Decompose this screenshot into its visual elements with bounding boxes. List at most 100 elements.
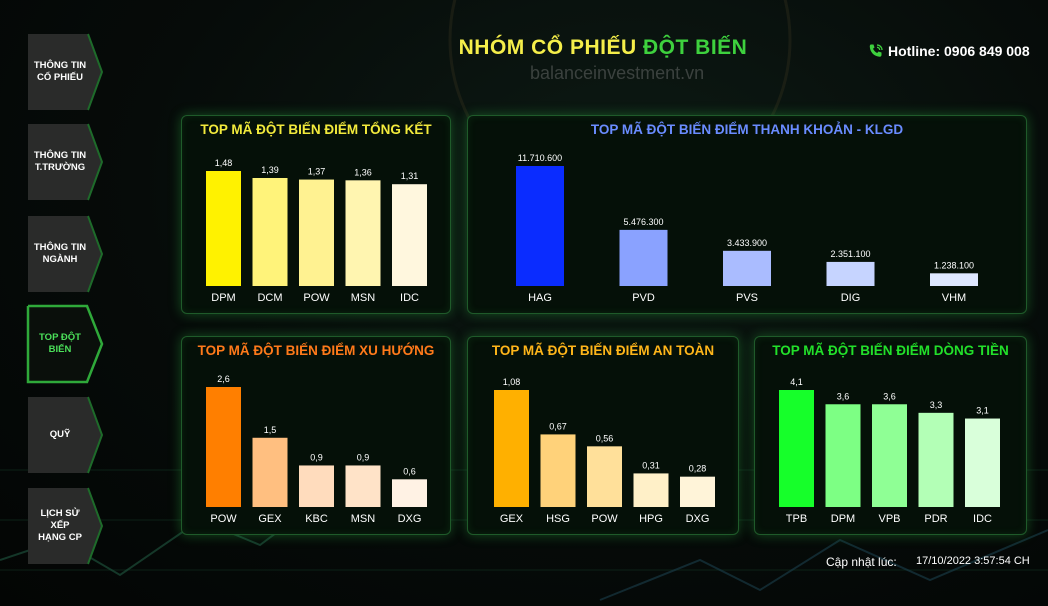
bar-chart: 4,1 TPB 3,6 DPM 3,6 VPB 3,3 PDR 3,1 IDC	[779, 377, 1000, 525]
sidebar-item-label: THÔNG TIN T.TRƯỜNG	[33, 150, 87, 173]
category-tick-label: PVS	[736, 292, 758, 304]
bar-idc[interactable]	[965, 418, 1000, 507]
category-tick-label: DPM	[831, 513, 855, 525]
data-label: 0,56	[596, 433, 614, 443]
data-label: 1,39	[261, 165, 279, 175]
bar-pdr[interactable]	[918, 412, 954, 507]
data-label: 3,6	[837, 391, 850, 401]
data-label: 0,67	[549, 421, 567, 431]
category-tick-label: DPM	[211, 292, 235, 304]
category-tick-label: DCM	[257, 292, 282, 304]
category-tick-label: IDC	[400, 292, 419, 304]
bar-msn[interactable]	[345, 180, 381, 286]
category-tick-label: GEX	[500, 513, 524, 525]
bar-dcm[interactable]	[252, 177, 288, 286]
sidebar-item-top-dot-bien[interactable]: TOP ĐỘT BIẾN	[28, 306, 102, 382]
category-tick-label: MSN	[351, 292, 376, 304]
updated-timestamp: 17/10/2022 3:57:54 CH	[916, 555, 1030, 567]
data-label: 4,1	[790, 377, 803, 387]
data-label: 1.238.100	[934, 260, 974, 270]
page-title-part1: NHÓM CỔ PHIẾU	[458, 36, 637, 59]
sidebar-item-label: TOP ĐỘT BIẾN	[39, 332, 81, 355]
bar-vhm[interactable]	[930, 273, 978, 286]
data-label: 0,9	[310, 452, 323, 462]
bar-dig[interactable]	[826, 261, 875, 286]
data-label: 0,6	[403, 466, 416, 476]
data-label: 1,37	[308, 167, 326, 177]
data-label: 1,5	[264, 425, 277, 435]
bar-pow[interactable]	[587, 446, 622, 507]
sidebar-item-lich-su-xep-hang[interactable]: LỊCH SỬ XẾP HẠNG CP	[28, 488, 102, 564]
sidebar-item-quy[interactable]: QUỸ	[28, 397, 102, 473]
page-title: NHÓM CỔ PHIẾU ĐỘT BIẾN	[0, 36, 1048, 60]
data-label: 1,31	[401, 171, 419, 181]
sidebar-item-thong-tin-nganh[interactable]: THÔNG TIN NGÀNH	[28, 216, 102, 292]
category-tick-label: TPB	[786, 513, 807, 525]
chart-title: TOP MÃ ĐỘT BIẾN ĐIỂM TỔNG KẾT	[200, 122, 432, 137]
category-tick-label: MSN	[351, 513, 376, 525]
data-label: 11.710.600	[518, 153, 562, 163]
chart-panel-tong-ket: TOP MÃ ĐỘT BIẾN ĐIỂM TỔNG KẾT 1,48 DPM 1,3…	[181, 115, 451, 314]
bar-hag[interactable]	[516, 166, 564, 286]
bar-chart: 1,08 GEX 0,67 HSG 0,56 POW 0,31 HPG 0,28 DXG	[494, 377, 715, 525]
data-label: 2.351.100	[830, 249, 870, 259]
page-title-part2: ĐỘT BIẾN	[643, 36, 748, 59]
sidebar-item-label: THÔNG TIN NGÀNH	[33, 242, 87, 265]
sidebar-item-label: THÔNG TIN CỔ PHIẾU	[33, 60, 87, 83]
data-label: 3,6	[883, 391, 896, 401]
category-tick-label: POW	[591, 513, 618, 525]
data-label: 0,31	[642, 460, 660, 470]
chart-title: TOP MÃ ĐỘT BIẾN ĐIỂM DÒNG TIỀN	[772, 343, 1009, 358]
sidebar-item-thong-tin-thi-truong[interactable]: THÔNG TIN T.TRƯỜNG	[28, 124, 102, 200]
bar-dxg[interactable]	[680, 476, 715, 507]
category-tick-label: DIG	[841, 292, 861, 304]
bar-pow[interactable]	[299, 179, 334, 286]
category-tick-label: GEX	[258, 513, 282, 525]
bar-gex[interactable]	[494, 390, 529, 507]
data-label: 5.476.300	[623, 217, 663, 227]
data-label: 1,08	[503, 377, 521, 387]
bar-pvs[interactable]	[723, 250, 771, 286]
bar-idc[interactable]	[392, 184, 427, 286]
bar-vpb[interactable]	[872, 404, 907, 507]
bar-pow[interactable]	[206, 387, 241, 507]
bar-msn[interactable]	[345, 465, 381, 507]
bar-chart: 11.710.600 HAG 5.476.300 PVD 3.433.900 PVS 2.3…	[516, 153, 978, 304]
data-label: 1,36	[354, 167, 372, 177]
data-label: 3,1	[976, 406, 989, 416]
phone-icon	[869, 44, 883, 57]
bar-chart: 1,48 DPM 1,39 DCM 1,37 POW 1,36 MSN 1,31 IDC	[206, 158, 427, 304]
category-tick-label: PDR	[924, 513, 947, 525]
bar-chart: 2,6 POW 1,5 GEX 0,9 KBC 0,9 MSN 0,6 DXG	[206, 374, 427, 525]
sidebar-item-label: LỊCH SỬ XẾP HẠNG CP	[38, 508, 82, 543]
category-tick-label: VHM	[942, 292, 966, 304]
bar-dpm[interactable]	[206, 171, 241, 286]
bar-tpb[interactable]	[779, 390, 814, 507]
category-tick-label: VPB	[878, 513, 900, 525]
hotline-text: Hotline: 0906 849 008	[888, 43, 1030, 59]
data-label: 1,48	[215, 158, 233, 168]
category-tick-label: HPG	[639, 513, 663, 525]
chart-title: TOP MÃ ĐỘT BIẾN ĐIỂM AN TOÀN	[491, 343, 715, 358]
bar-kbc[interactable]	[299, 465, 334, 507]
category-tick-label: DXG	[686, 513, 710, 525]
hotline[interactable]: Hotline: 0906 849 008	[868, 43, 1030, 59]
category-tick-label: POW	[210, 513, 237, 525]
bar-hpg[interactable]	[633, 473, 669, 507]
bar-pvd[interactable]	[619, 229, 668, 286]
category-tick-label: PVD	[632, 292, 655, 304]
chart-title: TOP MÃ ĐỘT BIẾN ĐIỂM XU HƯỚNG	[197, 343, 435, 358]
chart-panel-xu-huong: TOP MÃ ĐỘT BIẾN ĐIỂM XU HƯỚNG 2,6 POW 1,5 G…	[181, 336, 451, 535]
chart-panel-dong-tien: TOP MÃ ĐỘT BIẾN ĐIỂM DÒNG TIỀN 4,1 TPB 3,6…	[754, 336, 1027, 535]
bar-dxg[interactable]	[392, 479, 427, 507]
category-tick-label: KBC	[305, 513, 328, 525]
category-tick-label: POW	[303, 292, 330, 304]
category-tick-label: DXG	[398, 513, 422, 525]
bar-dpm[interactable]	[825, 404, 861, 507]
bar-gex[interactable]	[252, 437, 288, 507]
category-tick-label: HAG	[528, 292, 552, 304]
data-label: 3.433.900	[727, 238, 767, 248]
updated-label: Cập nhật lúc:	[826, 555, 897, 569]
bar-hsg[interactable]	[540, 434, 576, 507]
sidebar-item-label: QUỸ	[49, 429, 71, 440]
